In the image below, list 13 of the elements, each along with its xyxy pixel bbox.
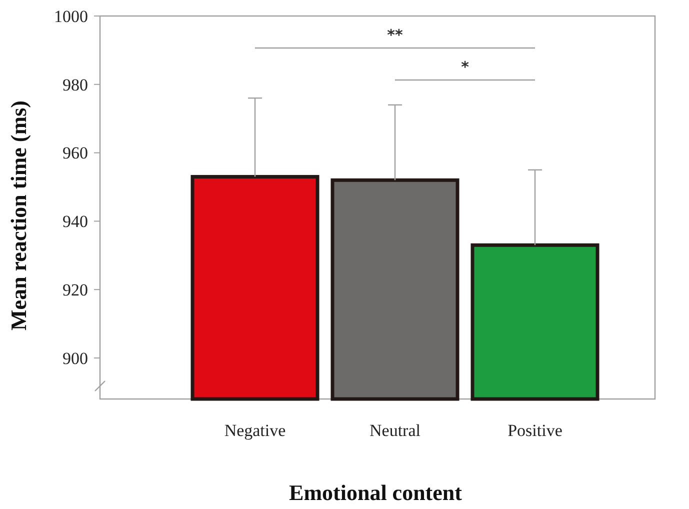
x-axis-title: Emotional content — [289, 480, 463, 505]
y-axis-title: Mean reaction time (ms) — [6, 100, 31, 330]
y-tick-label: 900 — [62, 348, 88, 368]
y-tick-label: 940 — [62, 212, 88, 232]
annotation: * — [461, 58, 470, 76]
y-tick-label: 980 — [62, 75, 88, 94]
annotation: ** — [387, 26, 403, 44]
y-tick-label: 960 — [62, 144, 88, 163]
x-tick-label: Negative — [224, 421, 286, 440]
y-tick-label: 1000 — [54, 6, 88, 26]
x-tick-label: Positive — [508, 421, 562, 440]
y-tick-label: 920 — [62, 280, 88, 300]
x-tick-label: Neutral — [370, 421, 421, 440]
